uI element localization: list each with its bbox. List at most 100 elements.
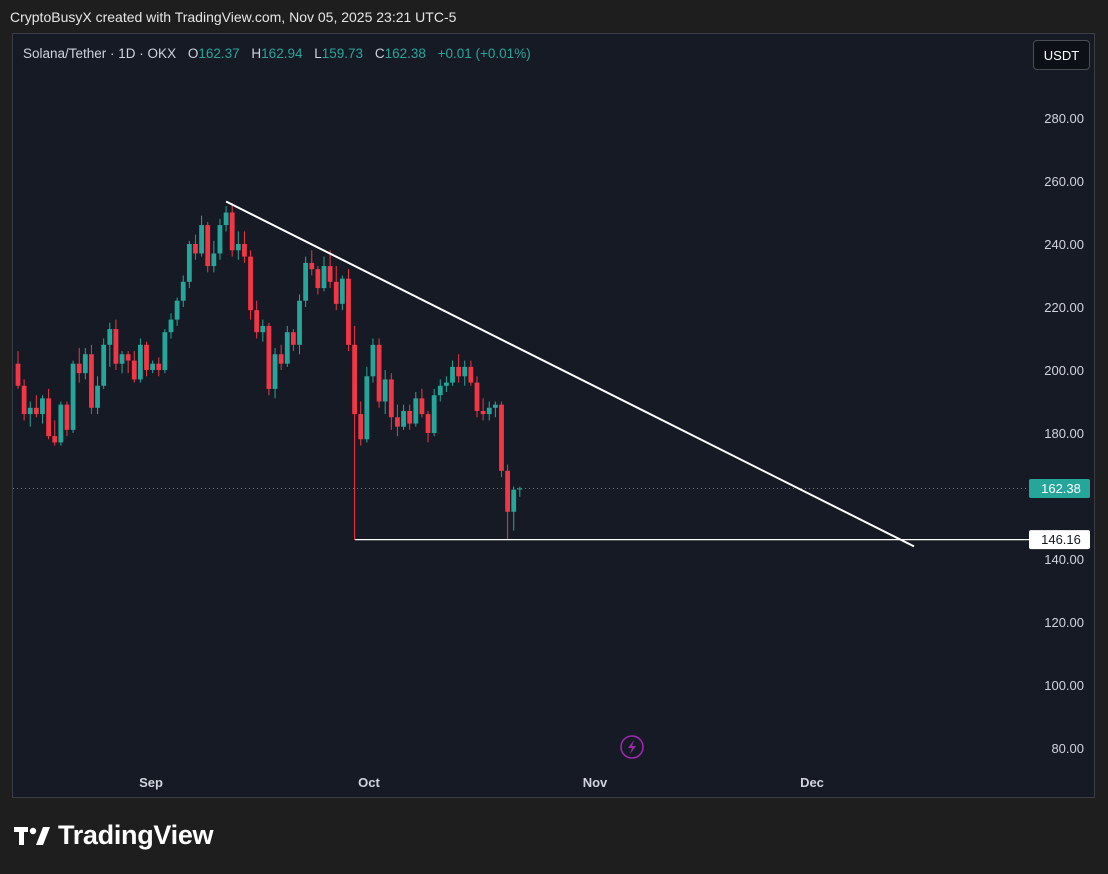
candle[interactable] xyxy=(480,410,486,415)
candle[interactable] xyxy=(156,363,162,370)
candle[interactable] xyxy=(266,325,272,389)
candle[interactable] xyxy=(76,363,82,374)
candle[interactable] xyxy=(346,278,351,345)
candle[interactable] xyxy=(456,366,462,377)
candle[interactable] xyxy=(95,385,100,408)
candle[interactable] xyxy=(333,281,339,304)
candle[interactable] xyxy=(64,404,70,430)
candle[interactable] xyxy=(180,281,186,301)
descending-trendline[interactable] xyxy=(225,200,915,548)
candle[interactable] xyxy=(101,344,107,386)
candle[interactable] xyxy=(370,344,376,377)
candle[interactable] xyxy=(468,366,474,383)
candle[interactable] xyxy=(223,212,229,226)
candle[interactable] xyxy=(358,414,364,440)
candle[interactable] xyxy=(517,488,523,490)
brand-footer: TradingView xyxy=(14,820,214,851)
candle[interactable] xyxy=(40,398,45,415)
candle[interactable] xyxy=(27,407,33,415)
candle[interactable] xyxy=(309,262,315,270)
candle[interactable] xyxy=(505,470,510,512)
candle[interactable] xyxy=(492,404,498,408)
candle[interactable] xyxy=(58,404,64,443)
candle[interactable] xyxy=(229,212,235,251)
candle[interactable] xyxy=(321,266,327,289)
candle[interactable] xyxy=(193,244,198,254)
candle[interactable] xyxy=(450,366,455,383)
candle[interactable] xyxy=(278,354,284,364)
candle[interactable] xyxy=(352,344,357,415)
candle[interactable] xyxy=(248,256,253,311)
candle[interactable] xyxy=(444,382,449,386)
candle[interactable] xyxy=(15,363,21,386)
candle[interactable] xyxy=(21,385,27,415)
candle[interactable] xyxy=(150,363,156,370)
candle[interactable] xyxy=(144,344,149,370)
candle[interactable] xyxy=(382,379,388,402)
last-price-badge: 162.38 xyxy=(1029,479,1090,499)
candle[interactable] xyxy=(474,382,480,411)
candle[interactable] xyxy=(174,300,180,320)
candle[interactable] xyxy=(138,344,143,380)
candle[interactable] xyxy=(254,310,260,333)
symbol-name[interactable]: Solana/Tether · 1D · OKX xyxy=(23,46,177,61)
candle[interactable] xyxy=(419,398,425,415)
brand-name: TradingView xyxy=(58,820,214,850)
close-label: C xyxy=(374,46,385,61)
candle[interactable] xyxy=(199,225,204,254)
candle[interactable] xyxy=(272,354,278,389)
candle[interactable] xyxy=(70,363,76,430)
candle[interactable] xyxy=(260,325,266,333)
candle[interactable] xyxy=(431,395,437,433)
open-label: O xyxy=(187,46,199,61)
candle[interactable] xyxy=(437,385,443,396)
candle[interactable] xyxy=(499,404,504,471)
candle[interactable] xyxy=(52,436,58,443)
y-tick-label: 280.00 xyxy=(1044,111,1084,126)
candle[interactable] xyxy=(82,354,88,374)
candle[interactable] xyxy=(186,244,192,282)
candle[interactable] xyxy=(113,329,119,364)
candle[interactable] xyxy=(131,360,137,380)
candle[interactable] xyxy=(284,332,290,364)
candle[interactable] xyxy=(33,407,39,415)
candle[interactable] xyxy=(162,332,168,370)
candle[interactable] xyxy=(486,407,492,415)
candle[interactable] xyxy=(107,329,113,345)
candle[interactable] xyxy=(242,244,247,257)
candle[interactable] xyxy=(315,269,321,289)
support-price-label: 146.16 xyxy=(1041,532,1081,547)
candle[interactable] xyxy=(395,417,400,427)
candle[interactable] xyxy=(401,410,406,427)
candle[interactable] xyxy=(376,344,382,402)
candle[interactable] xyxy=(413,398,419,424)
x-tick-label: Nov xyxy=(583,775,608,790)
candle[interactable] xyxy=(462,366,468,377)
candle[interactable] xyxy=(425,414,431,433)
x-tick-label: Sep xyxy=(139,775,163,790)
candle[interactable] xyxy=(125,354,131,361)
candle[interactable] xyxy=(407,410,413,424)
candle[interactable] xyxy=(89,354,94,408)
chart-pane[interactable] xyxy=(12,33,1095,798)
currency-button[interactable]: USDT xyxy=(1033,40,1090,70)
candle[interactable] xyxy=(46,398,51,437)
candles-group xyxy=(15,203,523,541)
candle[interactable] xyxy=(339,278,345,304)
candle[interactable] xyxy=(291,332,296,345)
candle[interactable] xyxy=(364,376,370,440)
candle[interactable] xyxy=(235,244,241,251)
candle[interactable] xyxy=(205,225,211,267)
lightning-icon[interactable] xyxy=(620,735,644,759)
candle[interactable] xyxy=(388,379,394,418)
candle[interactable] xyxy=(211,253,217,267)
y-tick-label: 240.00 xyxy=(1044,237,1084,252)
candle[interactable] xyxy=(168,319,174,333)
candle[interactable] xyxy=(297,300,302,345)
candle[interactable] xyxy=(327,266,333,282)
candle[interactable] xyxy=(303,262,309,301)
candle[interactable] xyxy=(119,354,125,364)
candle[interactable] xyxy=(217,225,223,254)
candle[interactable] xyxy=(511,489,517,512)
